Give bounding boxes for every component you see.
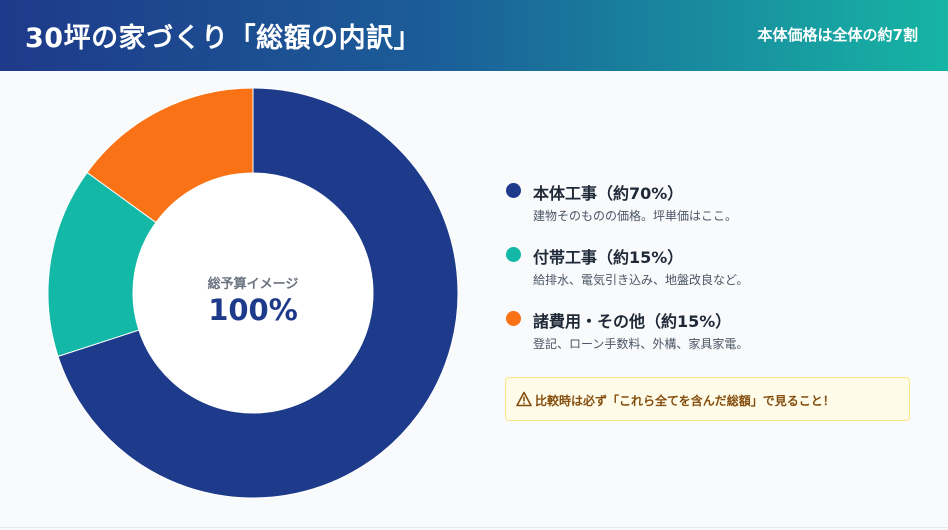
legend-desc-main: 建物そのものの価格。坪単価はここ。 <box>533 209 738 223</box>
legend-dot-main <box>506 183 521 198</box>
donut-center-hole <box>133 173 373 413</box>
legend-desc-misc: 登記、ローン手数料、外構、家具家電。 <box>533 337 749 351</box>
page-subtitle: 本体価格は全体の約7割 <box>757 26 918 44</box>
header-bar: 30坪の家づくり「総額の内訳」 本体価格は全体の約7割 <box>0 0 948 71</box>
center-value: 100% <box>208 293 298 327</box>
notice-box: 比較時は必ず「これら全てを含んだ総額」で見ること！ <box>505 377 910 421</box>
legend-dot-misc <box>506 311 521 326</box>
donut-chart-svg <box>47 88 459 499</box>
legend-label-misc: 諸費用・その他（約15%） <box>533 312 732 331</box>
legend-item-ancillary: 付帯工事（約15%） 給排水、電気引き込み、地盤改良など。 <box>505 244 915 308</box>
legend-label-ancillary: 付帯工事（約15%） <box>533 248 684 267</box>
legend-item-misc: 諸費用・その他（約15%） 登記、ローン手数料、外構、家具家電。 <box>505 308 915 372</box>
warning-icon <box>516 391 532 407</box>
legend-dot-ancillary <box>506 247 521 262</box>
legend-label-main: 本体工事（約70%） <box>533 184 684 203</box>
legend-item-main: 本体工事（約70%） 建物そのものの価格。坪単価はここ。 <box>505 180 915 244</box>
legend-desc-ancillary: 給排水、電気引き込み、地盤改良など。 <box>533 273 749 287</box>
donut-chart: 総予算イメージ 100% <box>40 88 470 513</box>
legend: 本体工事（約70%） 建物そのものの価格。坪単価はここ。 付帯工事（約15%） … <box>505 180 915 372</box>
page-title: 30坪の家づくり「総額の内訳」 <box>25 23 422 54</box>
bottom-divider <box>0 527 948 528</box>
notice-text: 比較時は必ず「これら全てを含んだ総額」で見ること！ <box>535 394 835 408</box>
center-label: 総予算イメージ <box>207 277 299 292</box>
